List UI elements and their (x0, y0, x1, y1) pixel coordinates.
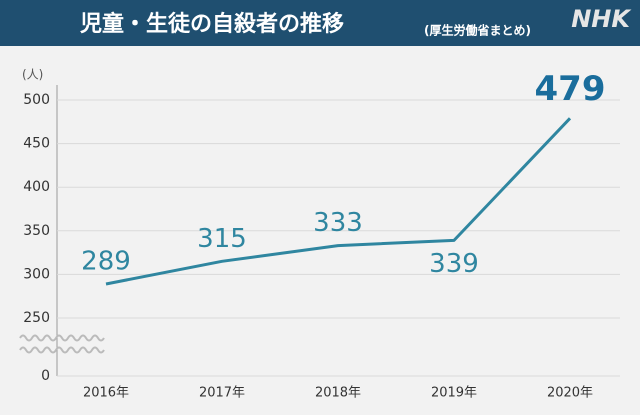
data-label: 289 (81, 246, 131, 276)
logo: NHK (571, 5, 632, 33)
y-tick-label: 0 (41, 368, 50, 384)
y-tick-label: 300 (23, 266, 50, 282)
title-bar (0, 0, 640, 46)
y-tick-label: 500 (23, 92, 50, 108)
x-tick-label: 2018年 (315, 386, 361, 401)
break-wave (19, 346, 105, 354)
axis-break (19, 334, 105, 354)
y-tick-label: 250 (23, 310, 50, 326)
data-label: 315 (197, 224, 247, 254)
y-tick-label: 400 (23, 179, 50, 195)
data-line (105, 117, 572, 286)
x-tick-label: 2020年 (547, 386, 593, 401)
data-label: 339 (429, 249, 479, 279)
y-tick-label: 350 (23, 223, 50, 239)
data-label: 333 (313, 208, 363, 238)
x-tick-label: 2017年 (199, 386, 245, 401)
data-label: 479 (535, 69, 606, 109)
break-wave (19, 334, 105, 342)
chart-title: 児童・生徒の自殺者の推移 (79, 11, 344, 37)
x-tick-label: 2016年 (83, 386, 129, 401)
y-tick-label: 450 (23, 136, 50, 152)
y-unit: (人) (22, 68, 43, 82)
chart-subtitle: (厚生労働省まとめ) (424, 23, 531, 38)
x-tick-label: 2019年 (431, 386, 477, 401)
